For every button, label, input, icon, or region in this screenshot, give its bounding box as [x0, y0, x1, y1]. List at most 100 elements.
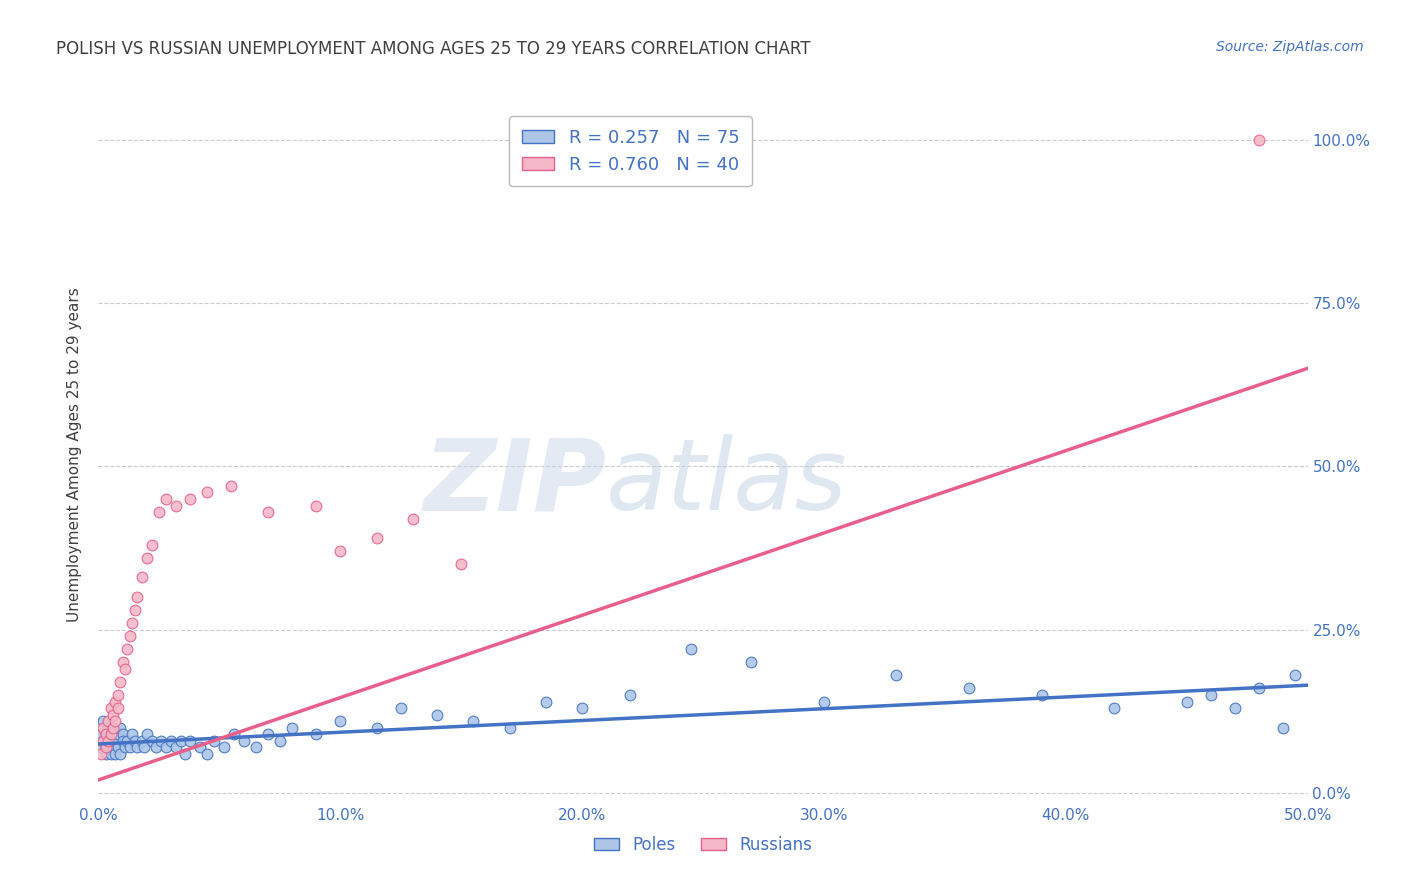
Point	[329, 714, 352, 728]
Point	[94, 740, 117, 755]
Point	[463, 714, 485, 728]
Point	[1223, 701, 1246, 715]
Point	[108, 747, 131, 761]
Point	[450, 558, 472, 572]
Point	[108, 675, 131, 690]
Point	[148, 505, 170, 519]
Point	[121, 616, 143, 631]
Point	[118, 740, 141, 755]
Point	[221, 479, 243, 493]
Point	[1031, 688, 1053, 702]
Point	[281, 721, 304, 735]
Point	[111, 733, 134, 747]
Point	[100, 733, 122, 747]
Point	[571, 701, 593, 715]
Point	[90, 747, 112, 761]
Point	[111, 656, 134, 670]
Point	[90, 740, 112, 755]
Point	[101, 721, 124, 735]
Point	[245, 740, 267, 755]
Text: atlas: atlas	[606, 434, 848, 532]
Point	[121, 727, 143, 741]
Point	[256, 505, 278, 519]
Point	[114, 662, 136, 676]
Point	[155, 740, 177, 755]
Point	[329, 544, 352, 558]
Y-axis label: Unemployment Among Ages 25 to 29 years: Unemployment Among Ages 25 to 29 years	[67, 287, 83, 623]
Point	[269, 733, 291, 747]
Point	[97, 714, 120, 728]
Point	[108, 721, 131, 735]
Point	[498, 721, 520, 735]
Point	[366, 721, 388, 735]
Point	[100, 727, 122, 741]
Point	[679, 642, 702, 657]
Point	[100, 747, 122, 761]
Point	[366, 531, 388, 545]
Point	[389, 701, 412, 715]
Point	[94, 727, 117, 741]
Point	[402, 511, 425, 525]
Point	[91, 721, 114, 735]
Point	[232, 733, 254, 747]
Point	[222, 727, 245, 741]
Point	[1199, 688, 1222, 702]
Point	[117, 642, 139, 657]
Point	[1284, 668, 1306, 682]
Point	[94, 747, 117, 761]
Point	[127, 740, 149, 755]
Point	[1249, 133, 1271, 147]
Point	[619, 688, 641, 702]
Point	[131, 570, 153, 584]
Point	[212, 740, 235, 755]
Point	[97, 733, 120, 747]
Point	[100, 727, 122, 741]
Point	[1102, 701, 1125, 715]
Point	[134, 740, 156, 755]
Point	[179, 733, 201, 747]
Point	[165, 499, 187, 513]
Point	[141, 733, 163, 747]
Point	[101, 721, 124, 735]
Point	[169, 733, 191, 747]
Text: ZIP: ZIP	[423, 434, 606, 532]
Point	[160, 733, 183, 747]
Point	[426, 707, 449, 722]
Text: Source: ZipAtlas.com: Source: ZipAtlas.com	[1216, 40, 1364, 54]
Point	[107, 688, 129, 702]
Point	[195, 747, 218, 761]
Point	[1249, 681, 1271, 696]
Point	[101, 740, 124, 755]
Point	[1272, 721, 1295, 735]
Point	[141, 538, 163, 552]
Point	[135, 727, 157, 741]
Point	[114, 740, 136, 755]
Point	[165, 740, 187, 755]
Point	[91, 733, 114, 747]
Point	[107, 727, 129, 741]
Point	[117, 733, 139, 747]
Point	[107, 701, 129, 715]
Point	[94, 740, 117, 755]
Point	[145, 740, 167, 755]
Point	[124, 733, 146, 747]
Point	[195, 485, 218, 500]
Point	[127, 590, 149, 604]
Point	[104, 747, 127, 761]
Point	[104, 694, 127, 708]
Point	[90, 727, 112, 741]
Point	[91, 733, 114, 747]
Point	[97, 733, 120, 747]
Point	[135, 550, 157, 565]
Point	[740, 656, 762, 670]
Point	[256, 727, 278, 741]
Point	[534, 694, 557, 708]
Point	[111, 727, 134, 741]
Point	[155, 491, 177, 506]
Point	[97, 740, 120, 755]
Point	[118, 629, 141, 643]
Point	[305, 499, 328, 513]
Point	[107, 740, 129, 755]
Text: POLISH VS RUSSIAN UNEMPLOYMENT AMONG AGES 25 TO 29 YEARS CORRELATION CHART: POLISH VS RUSSIAN UNEMPLOYMENT AMONG AGE…	[56, 40, 811, 58]
Point	[100, 701, 122, 715]
